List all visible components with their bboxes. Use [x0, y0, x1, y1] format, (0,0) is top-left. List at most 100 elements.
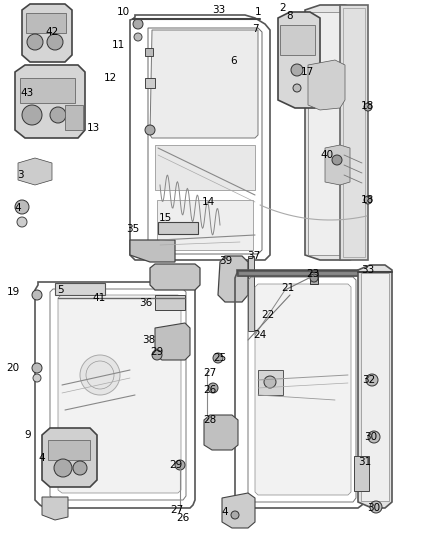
Text: 11: 11 — [111, 40, 125, 50]
Bar — [308, 12, 356, 255]
Polygon shape — [222, 493, 255, 528]
Text: 31: 31 — [358, 457, 371, 467]
Text: 6: 6 — [231, 56, 237, 66]
Polygon shape — [204, 415, 238, 450]
Polygon shape — [255, 284, 351, 495]
Circle shape — [32, 290, 42, 300]
Circle shape — [33, 374, 41, 382]
Circle shape — [310, 274, 318, 282]
Bar — [145, 78, 155, 88]
Text: 19: 19 — [7, 287, 20, 297]
Text: 9: 9 — [25, 430, 31, 440]
Text: 42: 42 — [46, 27, 59, 37]
Bar — [354, 456, 369, 491]
Text: 25: 25 — [213, 353, 226, 363]
Text: 12: 12 — [103, 73, 117, 83]
Circle shape — [54, 459, 72, 477]
Text: 26: 26 — [177, 513, 190, 523]
Text: 20: 20 — [7, 363, 20, 373]
Text: 5: 5 — [57, 285, 64, 295]
Text: 13: 13 — [86, 123, 99, 133]
Text: 30: 30 — [364, 432, 378, 442]
Circle shape — [175, 460, 185, 470]
Text: 43: 43 — [21, 88, 34, 98]
Bar — [310, 272, 318, 284]
Text: 21: 21 — [281, 283, 295, 293]
Circle shape — [47, 34, 63, 50]
Polygon shape — [22, 4, 72, 62]
Circle shape — [133, 19, 143, 29]
Text: 4: 4 — [39, 453, 45, 463]
Bar — [248, 256, 254, 331]
Text: 38: 38 — [142, 335, 155, 345]
Circle shape — [32, 363, 42, 373]
Text: 7: 7 — [252, 24, 258, 34]
Bar — [343, 8, 365, 257]
Polygon shape — [18, 158, 52, 185]
Text: 17: 17 — [300, 67, 314, 77]
Text: 18: 18 — [360, 101, 374, 111]
Circle shape — [370, 501, 382, 513]
Text: 4: 4 — [222, 507, 228, 517]
Polygon shape — [325, 145, 350, 185]
Text: 27: 27 — [203, 368, 217, 378]
Text: 37: 37 — [247, 251, 261, 261]
Text: 8: 8 — [287, 11, 293, 21]
Text: 32: 32 — [362, 375, 376, 385]
Circle shape — [152, 350, 162, 360]
Circle shape — [22, 105, 42, 125]
Text: 24: 24 — [253, 330, 267, 340]
Circle shape — [208, 383, 218, 393]
Text: 14: 14 — [201, 197, 215, 207]
Circle shape — [291, 64, 303, 76]
Text: 28: 28 — [203, 415, 217, 425]
Text: 29: 29 — [170, 460, 183, 470]
Circle shape — [332, 155, 342, 165]
Circle shape — [368, 431, 380, 443]
Text: 2: 2 — [280, 3, 286, 13]
Polygon shape — [218, 256, 248, 302]
Bar — [48, 440, 90, 460]
Bar — [26, 13, 66, 33]
Polygon shape — [42, 428, 97, 487]
Circle shape — [213, 353, 223, 363]
Text: 29: 29 — [150, 347, 164, 357]
Circle shape — [17, 217, 27, 227]
Text: 39: 39 — [219, 256, 233, 266]
Bar — [55, 283, 105, 295]
Text: 27: 27 — [170, 505, 184, 515]
Text: 33: 33 — [212, 5, 226, 15]
Bar — [157, 200, 253, 250]
Polygon shape — [15, 65, 85, 138]
Polygon shape — [150, 264, 200, 290]
Text: 18: 18 — [360, 195, 374, 205]
Circle shape — [50, 107, 66, 123]
Circle shape — [231, 511, 239, 519]
Circle shape — [364, 196, 372, 204]
Text: 15: 15 — [159, 213, 172, 223]
Polygon shape — [130, 240, 175, 262]
Text: 33: 33 — [361, 265, 374, 275]
Bar — [237, 270, 367, 276]
Text: 36: 36 — [139, 298, 152, 308]
Circle shape — [293, 84, 301, 92]
Text: 30: 30 — [367, 503, 381, 513]
Circle shape — [145, 125, 155, 135]
Text: 3: 3 — [17, 170, 23, 180]
Bar — [280, 25, 315, 55]
Polygon shape — [155, 323, 190, 360]
Bar — [155, 295, 185, 310]
Circle shape — [366, 374, 378, 386]
Text: 1: 1 — [254, 7, 261, 17]
Text: 23: 23 — [306, 269, 320, 279]
Text: 41: 41 — [92, 293, 106, 303]
Polygon shape — [58, 295, 181, 493]
Bar — [340, 5, 368, 260]
Circle shape — [27, 34, 43, 50]
Polygon shape — [308, 60, 345, 110]
Circle shape — [134, 33, 142, 41]
Text: 40: 40 — [321, 150, 334, 160]
Bar — [158, 222, 198, 234]
Bar — [258, 370, 283, 395]
Bar — [65, 105, 83, 130]
